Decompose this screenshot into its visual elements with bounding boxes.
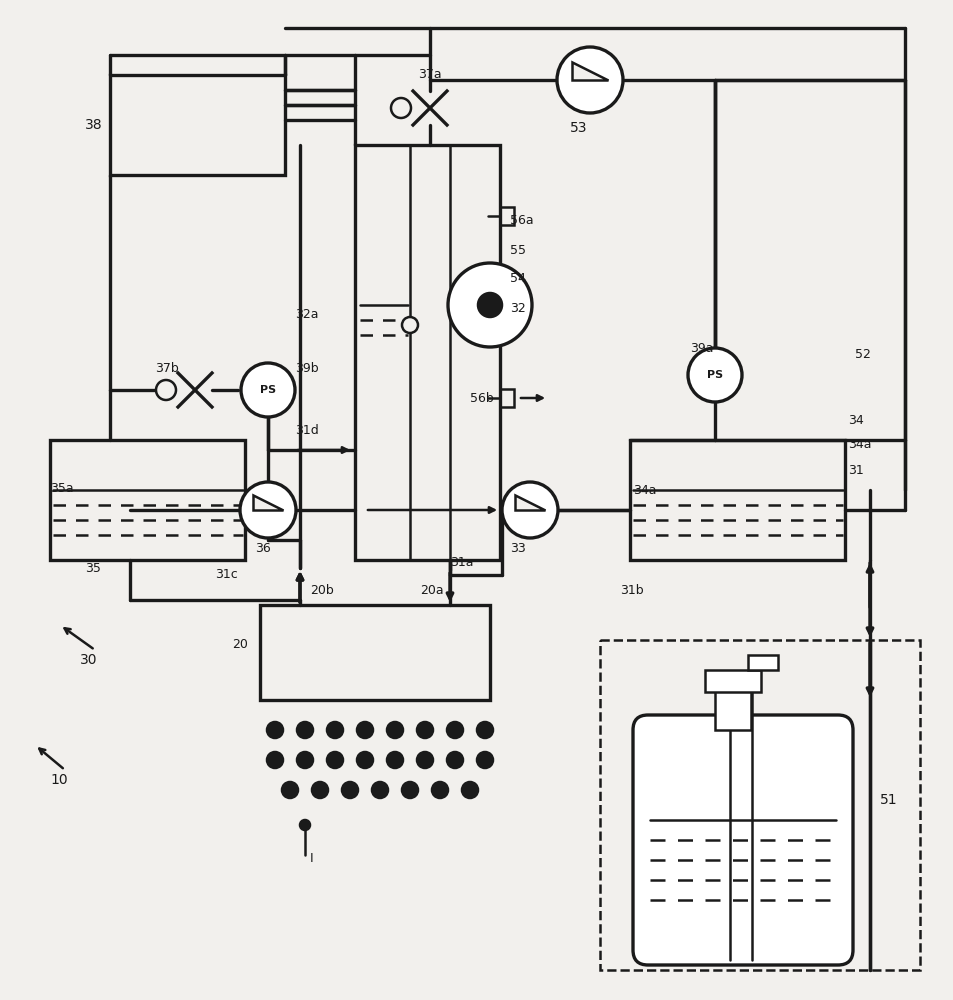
Text: 30: 30 <box>80 653 97 667</box>
Text: 56a: 56a <box>510 214 533 227</box>
Circle shape <box>299 820 310 830</box>
Circle shape <box>356 752 373 768</box>
Text: 55: 55 <box>510 243 525 256</box>
Text: 37b: 37b <box>154 361 178 374</box>
Circle shape <box>501 482 558 538</box>
Bar <box>599 640 919 970</box>
Text: 32a: 32a <box>294 308 318 322</box>
Circle shape <box>282 782 297 798</box>
Bar <box>355 145 499 560</box>
Text: 35a: 35a <box>50 482 73 494</box>
Text: 34a: 34a <box>633 484 656 496</box>
Circle shape <box>687 348 741 402</box>
Text: I: I <box>310 852 314 864</box>
Circle shape <box>448 263 532 347</box>
Circle shape <box>432 782 448 798</box>
Bar <box>110 75 285 175</box>
Text: 10: 10 <box>50 773 68 787</box>
Circle shape <box>387 722 402 738</box>
Text: PS: PS <box>706 370 722 380</box>
Text: 20a: 20a <box>419 584 443 596</box>
Bar <box>499 207 514 225</box>
Polygon shape <box>253 495 283 510</box>
Circle shape <box>372 782 388 798</box>
Text: 37a: 37a <box>417 68 441 82</box>
Polygon shape <box>514 495 545 510</box>
Text: 56b: 56b <box>470 391 494 404</box>
Circle shape <box>327 752 343 768</box>
Text: 31: 31 <box>847 464 862 477</box>
Circle shape <box>461 782 477 798</box>
Text: 54: 54 <box>510 271 525 284</box>
Circle shape <box>387 752 402 768</box>
Circle shape <box>391 98 411 118</box>
Bar <box>260 605 490 700</box>
FancyBboxPatch shape <box>633 715 852 965</box>
Circle shape <box>156 380 175 400</box>
Bar <box>50 440 245 560</box>
Bar <box>629 440 844 560</box>
Bar <box>499 389 514 407</box>
Circle shape <box>476 752 493 768</box>
Circle shape <box>477 293 501 317</box>
Text: 31a: 31a <box>450 556 473 568</box>
Circle shape <box>447 722 462 738</box>
Circle shape <box>341 782 357 798</box>
Text: 31c: 31c <box>214 568 237 582</box>
Circle shape <box>557 47 622 113</box>
Circle shape <box>476 722 493 738</box>
Circle shape <box>447 752 462 768</box>
Circle shape <box>327 722 343 738</box>
Text: 36: 36 <box>254 542 271 554</box>
Bar <box>704 670 760 692</box>
Circle shape <box>267 722 283 738</box>
Text: 34: 34 <box>847 414 862 426</box>
Circle shape <box>241 363 294 417</box>
Text: 31d: 31d <box>294 424 318 436</box>
Text: 31b: 31b <box>619 584 643 596</box>
Text: 38: 38 <box>85 118 103 132</box>
Text: 39a: 39a <box>689 342 713 355</box>
Text: 20b: 20b <box>310 584 334 596</box>
Text: 35: 35 <box>85 562 101 574</box>
Circle shape <box>401 782 417 798</box>
Text: PS: PS <box>259 385 275 395</box>
Text: 52: 52 <box>854 349 870 361</box>
Text: 53: 53 <box>569 121 587 135</box>
Text: 51: 51 <box>879 793 897 807</box>
Text: 20: 20 <box>232 639 248 652</box>
Text: 32: 32 <box>510 302 525 314</box>
Circle shape <box>416 752 433 768</box>
Circle shape <box>296 752 313 768</box>
Circle shape <box>240 482 295 538</box>
Text: 34a: 34a <box>847 438 871 452</box>
Circle shape <box>416 722 433 738</box>
Circle shape <box>356 722 373 738</box>
Text: 39b: 39b <box>294 361 318 374</box>
Polygon shape <box>571 62 607 80</box>
Circle shape <box>267 752 283 768</box>
Circle shape <box>401 317 417 333</box>
Text: 33: 33 <box>510 542 525 554</box>
Circle shape <box>296 722 313 738</box>
Circle shape <box>312 782 328 798</box>
Bar <box>747 655 778 670</box>
Bar <box>714 690 750 730</box>
